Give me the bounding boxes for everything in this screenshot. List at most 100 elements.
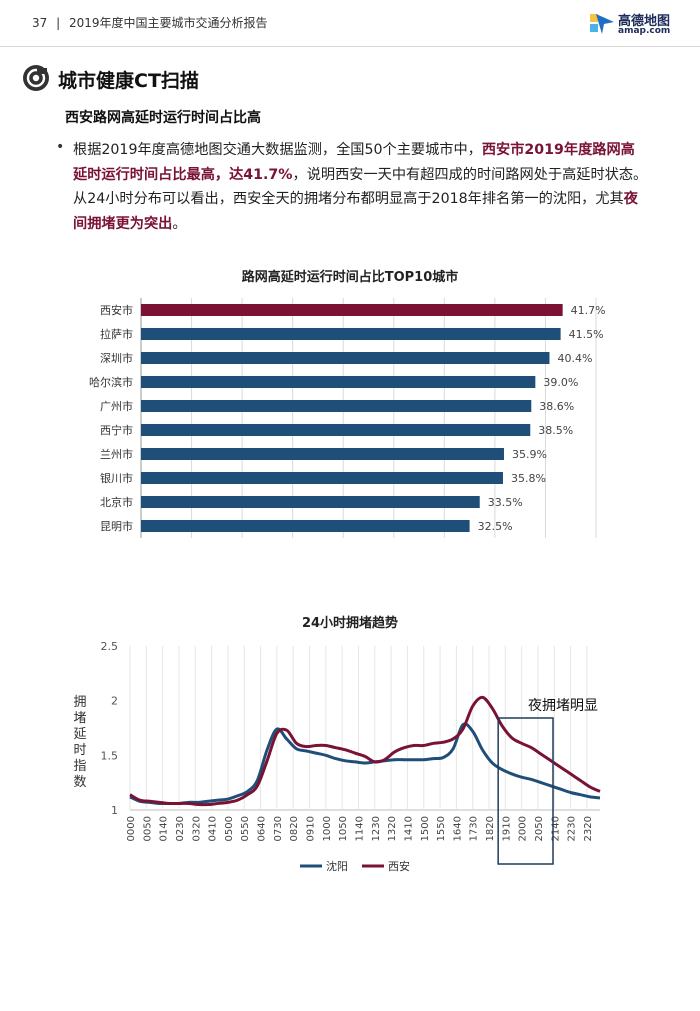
bar-category-label: 哈尔滨市 [89,375,133,389]
line-x-tick-label: 2320 [583,816,594,841]
line-y-axis-label-char: 时 [73,743,86,758]
bar-value-label: 33.5% [488,496,523,509]
bar-value-label: 38.5% [538,424,573,437]
bar-value-label: 41.5% [569,328,604,341]
header-text: 37 | 2019年度中国主要城市交通分析报告 [32,14,268,31]
bar-value-label: 35.9% [512,448,547,461]
night-congestion-annotation: 夜拥堵明显 [528,698,598,714]
bar-value-label: 35.8% [511,472,546,485]
para-highlight2: 夜间拥堵更为突出 [73,191,638,232]
bar-category-label: 昆明市 [100,519,133,533]
line-x-tick-label: 1910 [501,816,512,841]
page-header: 37 | 2019年度中国主要城市交通分析报告 高德地图 amap.com [0,0,700,47]
para-part3: ，说明西安一天中有超四成的时间路网处于高延时状态。从24小时分布可以看出，西安全… [73,166,648,208]
bar [141,424,531,436]
logo-sub: amap.com [618,26,671,36]
logo-name: 高德地图 [618,14,671,29]
bar-category-label: 广州市 [100,399,133,413]
legend-label-shenyang: 沈阳 [326,859,348,873]
line-y-axis-label-char: 指 [73,759,86,774]
line-x-tick-label: 0320 [191,816,202,841]
night-congestion-box [497,717,554,865]
bar [141,472,503,484]
line-series-xian [129,695,601,807]
bar-category-label: 深圳市 [100,351,133,365]
line-x-tick-label: 0000 [126,816,137,841]
line-x-tick-label: 2000 [518,816,529,841]
para-highlight1: 西安市2019年度路网高延时运行时间占比最高， [73,142,635,183]
line-chart: 1 1.5 2 2.5 0000 0050 0140 0230 0320 0410 0500 0550… [73,640,601,873]
bar [141,304,563,316]
bar [141,448,504,460]
bar [141,496,480,508]
line-x-tick-label: 1320 [387,816,398,841]
page-number: 37 [32,16,48,30]
line-x-tick-label: 1820 [485,816,496,841]
line-x-tick-label: 0640 [257,816,268,841]
bar-category-label: 兰州市 [100,447,133,461]
line-x-tick-label: 0050 [142,816,153,841]
line-y-tick-label: 2 [111,695,118,708]
section-subtitle: 西安路网高延时运行时间占比高 [65,110,261,126]
amap-logo: 高德地图 amap.com [588,10,688,40]
bar-value-label: 32.5% [478,520,513,533]
summary-paragraph: 根据2019年度高德地图交通大数据监测，全国50个主要城市中，西安市2019年度… [73,138,648,236]
header-divider [0,46,700,47]
line-x-tick-label: 0820 [289,816,300,841]
para-part4: 。 [172,215,187,232]
amap-logo-icon [590,14,614,34]
line-x-tick-label: 2050 [534,816,545,841]
line-chart-title: 24小时拥堵趋势 [301,616,399,631]
line-y-axis-label-char: 堵 [73,711,86,726]
bar-value-label: 41.7% [571,304,606,317]
report-title: 2019年度中国主要城市交通分析报告 [68,16,268,30]
line-x-tick-label: 0550 [240,816,251,841]
bar [141,352,550,364]
line-x-tick-label: 1730 [469,816,480,841]
bar [141,376,536,388]
bullet-dot: • [56,139,65,155]
line-x-tick-label: 0230 [175,816,186,841]
line-x-tick-label: 1050 [338,816,349,841]
bar-chart: 西安市 41.7% 拉萨市 41.5% 深圳市 40.4% 哈尔滨市 39.0% 广州市 38.6… [89,298,606,538]
bar [141,400,532,412]
bar-value-label: 39.0% [543,376,578,389]
para-part1: 根据2019年度高德地图交通大数据监测，全国50个主要城市中， [73,142,482,158]
line-x-tick-label: 1500 [420,816,431,841]
line-x-tick-label: 2230 [567,816,578,841]
line-x-tick-label: 1410 [403,816,414,841]
para-part2: 达41.7% [229,166,293,183]
bar-chart-title: 路网高延时运行时间占比TOP10城市 [241,270,459,285]
line-y-tick-label: 1.5 [101,749,119,762]
line-x-tick-label: 1640 [452,816,463,841]
line-y-axis-label-char: 数 [73,775,86,790]
header-separator: | [56,16,61,30]
line-x-tick-label: 1000 [322,816,333,841]
bar-value-label: 40.4% [557,352,592,365]
line-x-tick-label: 0500 [224,816,235,841]
line-x-tick-label: 0410 [208,816,219,841]
bar-category-label: 西宁市 [100,423,133,437]
line-x-tick-label: 2140 [550,816,561,841]
bar [141,328,561,340]
line-x-tick-label: 0910 [306,816,317,841]
line-y-tick-label: 1 [111,804,118,817]
bar-value-label: 38.6% [539,400,574,413]
line-x-tick-label: 0730 [273,816,284,841]
bar-category-label: 西安市 [100,303,133,317]
line-y-axis-label-char: 延 [73,727,86,742]
bar-category-label: 北京市 [100,495,133,509]
bar [141,520,470,532]
line-y-axis-label-char: 拥 [73,695,86,710]
bar-category-label: 拉萨市 [100,327,133,341]
line-y-tick-label: 2.5 [101,640,119,653]
scan-icon [23,65,49,91]
line-series-shenyang [129,722,601,806]
legend-label-xian: 西安 [388,859,410,873]
section-title: 城市健康CT扫描 [58,70,199,92]
line-x-tick-label: 0140 [159,816,170,841]
bar-category-label: 银川市 [100,471,133,485]
line-x-tick-label: 1230 [371,816,382,841]
line-x-tick-label: 1140 [354,816,365,841]
line-x-tick-label: 1550 [436,816,447,841]
